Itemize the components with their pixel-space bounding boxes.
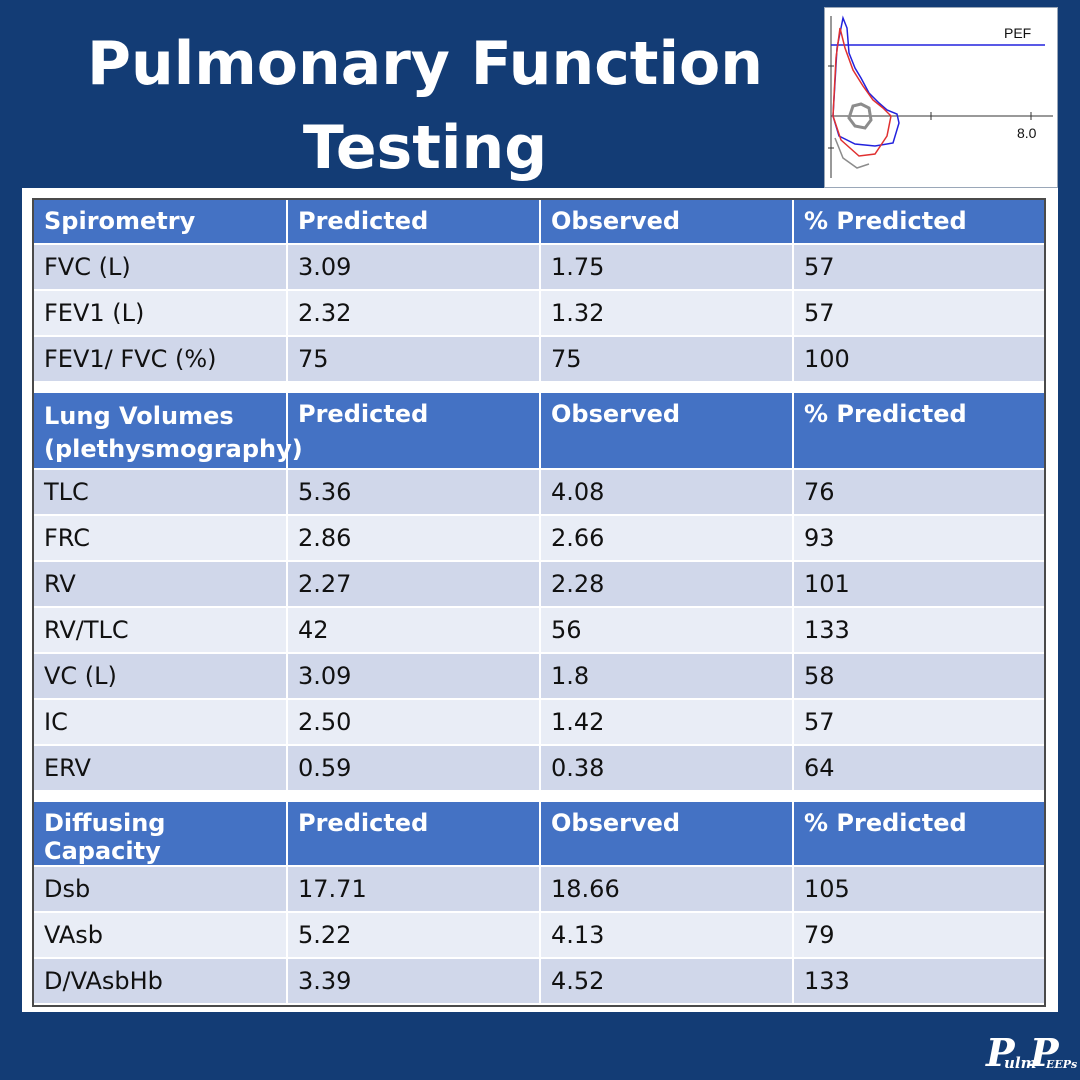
flow-volume-loop-graph: PEF 8.0 — [824, 7, 1058, 188]
header-cell: % Predicted — [793, 200, 1044, 245]
table-row: FVC (L) 3.09 1.75 57 — [34, 244, 1044, 291]
table-cell: 105 — [793, 866, 1044, 913]
table-cell: 1.42 — [540, 699, 794, 746]
header-cell: Observed — [540, 393, 794, 470]
table-cell: 2.32 — [287, 290, 541, 337]
table-cell: 2.27 — [287, 561, 541, 608]
table-row: IC 2.50 1.42 57 — [34, 699, 1044, 746]
table-cell: 133 — [793, 607, 1044, 654]
table-row: RV/TLC 42 56 133 — [34, 607, 1044, 654]
table-cell: 3.09 — [287, 653, 541, 700]
observed-loop — [832, 27, 892, 157]
table-row: D/VAsbHb 3.39 4.52 133 — [34, 958, 1044, 1005]
table-cell: 4.08 — [540, 469, 794, 516]
table-cell: VC (L) — [34, 653, 288, 700]
header-cell: Spirometry — [34, 200, 288, 245]
page-title: Pulmonary Function Testing — [40, 22, 810, 190]
table-cell: 56 — [540, 607, 794, 654]
table-cell: 1.8 — [540, 653, 794, 700]
table-row: Dsb 17.71 18.66 105 — [34, 866, 1044, 913]
table-cell: 64 — [793, 745, 1044, 792]
table-cell: 1.32 — [540, 290, 794, 337]
table-cell: 93 — [793, 515, 1044, 562]
table-cell: D/VAsbHb — [34, 958, 288, 1005]
table-cell: 2.86 — [287, 515, 541, 562]
table-cell: 4.13 — [540, 912, 794, 959]
header-cell: Observed — [540, 200, 794, 245]
table-row: VC (L) 3.09 1.8 58 — [34, 653, 1044, 700]
table-row: FEV1/ FVC (%) 75 75 100 — [34, 336, 1044, 383]
table-cell: RV/TLC — [34, 607, 288, 654]
table-cell: FRC — [34, 515, 288, 562]
table-cell: 42 — [287, 607, 541, 654]
table-cell: 2.28 — [540, 561, 794, 608]
header-cell: % Predicted — [793, 802, 1044, 867]
title-line-2: Testing — [302, 113, 548, 183]
table-cell: 18.66 — [540, 866, 794, 913]
flow-volume-loop-svg: PEF 8.0 — [828, 15, 1053, 178]
section-header-lung-volumes: Lung Volumes (plethysmography) Predicted… — [34, 393, 1044, 470]
table-cell: 0.59 — [287, 745, 541, 792]
table-cell: 0.38 — [540, 745, 794, 792]
header-cell: Predicted — [287, 802, 541, 867]
axis-tick-label: 8.0 — [1017, 125, 1037, 141]
table-cell: TLC — [34, 469, 288, 516]
table-cell: RV — [34, 561, 288, 608]
header-cell: Diffusing Capacity — [34, 802, 288, 867]
table-cell: 76 — [793, 469, 1044, 516]
table-cell: 1.75 — [540, 244, 794, 291]
predicted-loop — [832, 15, 900, 147]
results-panel: Spirometry Predicted Observed % Predicte… — [22, 188, 1058, 1012]
table-cell: Dsb — [34, 866, 288, 913]
table-cell: ERV — [34, 745, 288, 792]
table-cell: 75 — [287, 336, 541, 383]
pft-table: Spirometry Predicted Observed % Predicte… — [32, 198, 1046, 1007]
header-cell: % Predicted — [793, 393, 1044, 470]
table-cell: 5.36 — [287, 469, 541, 516]
table-row: ERV 0.59 0.38 64 — [34, 745, 1044, 792]
table-cell: 3.09 — [287, 244, 541, 291]
table-row: FEV1 (L) 2.32 1.32 57 — [34, 290, 1044, 337]
pef-label: PEF — [1004, 25, 1031, 41]
table-cell: VAsb — [34, 912, 288, 959]
table-cell: 100 — [793, 336, 1044, 383]
logo-letter: P — [1030, 1030, 1059, 1075]
section-header-diffusing-capacity: Diffusing Capacity Predicted Observed % … — [34, 802, 1044, 867]
logo-text: EEPs — [1046, 1058, 1078, 1071]
table-cell: 58 — [793, 653, 1044, 700]
table-cell: 133 — [793, 958, 1044, 1005]
header-cell: Observed — [540, 802, 794, 867]
header-cell: Predicted — [287, 393, 541, 470]
tidal-loop — [847, 102, 873, 130]
table-cell: FEV1/ FVC (%) — [34, 336, 288, 383]
table-cell: FEV1 (L) — [34, 290, 288, 337]
table-row: VAsb 5.22 4.13 79 — [34, 912, 1044, 959]
logo-letter: P — [986, 1030, 1015, 1075]
table-cell: 57 — [793, 290, 1044, 337]
logo-text: ulm — [1004, 1054, 1037, 1072]
pulmpeeps-logo: P ulm P EEPs — [986, 1030, 1078, 1076]
table-cell: FVC (L) — [34, 244, 288, 291]
table-cell: 75 — [540, 336, 794, 383]
table-cell: 17.71 — [287, 866, 541, 913]
table-row: TLC 5.36 4.08 76 — [34, 469, 1044, 516]
header-cell: Predicted — [287, 200, 541, 245]
title-line-1: Pulmonary Function — [87, 29, 763, 99]
table-cell: 3.39 — [287, 958, 541, 1005]
table-cell: 57 — [793, 244, 1044, 291]
table-cell: 2.50 — [287, 699, 541, 746]
section-header-spirometry: Spirometry Predicted Observed % Predicte… — [34, 200, 1044, 245]
table-cell: 101 — [793, 561, 1044, 608]
header-cell: Lung Volumes (plethysmography) — [34, 393, 303, 470]
tidal-trace — [834, 137, 870, 169]
table-cell: IC — [34, 699, 288, 746]
table-cell: 79 — [793, 912, 1044, 959]
table-cell: 4.52 — [540, 958, 794, 1005]
table-cell: 2.66 — [540, 515, 794, 562]
table-row: RV 2.27 2.28 101 — [34, 561, 1044, 608]
table-cell: 57 — [793, 699, 1044, 746]
table-row: FRC 2.86 2.66 93 — [34, 515, 1044, 562]
table-cell: 5.22 — [287, 912, 541, 959]
